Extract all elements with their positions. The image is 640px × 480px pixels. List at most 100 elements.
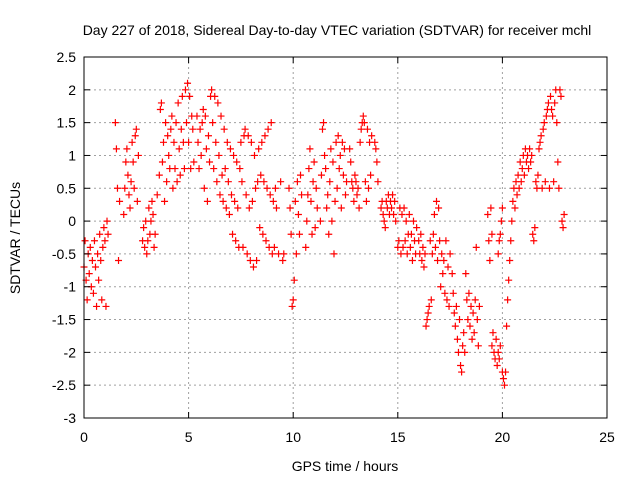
data-point bbox=[451, 322, 459, 330]
data-point bbox=[472, 243, 480, 251]
x-tick-label: 5 bbox=[185, 429, 193, 445]
data-point bbox=[266, 191, 274, 199]
data-point bbox=[245, 204, 253, 212]
data-point bbox=[515, 184, 523, 192]
data-point bbox=[539, 125, 547, 133]
data-point bbox=[145, 204, 153, 212]
data-point bbox=[132, 125, 140, 133]
data-point bbox=[175, 145, 183, 153]
data-point bbox=[421, 250, 429, 258]
x-tick-label: 20 bbox=[495, 429, 511, 445]
data-point bbox=[454, 348, 462, 356]
data-point bbox=[330, 250, 338, 258]
data-point bbox=[448, 270, 456, 278]
data-point bbox=[504, 296, 512, 304]
data-point bbox=[425, 302, 433, 310]
data-point bbox=[197, 151, 205, 159]
data-point bbox=[88, 256, 96, 264]
data-point bbox=[202, 145, 210, 153]
data-point bbox=[528, 151, 536, 159]
data-point bbox=[471, 296, 479, 304]
data-point bbox=[456, 316, 464, 324]
data-point bbox=[550, 178, 558, 186]
data-point bbox=[544, 99, 552, 107]
data-point bbox=[559, 224, 567, 232]
data-point bbox=[537, 132, 545, 140]
data-point bbox=[220, 125, 228, 133]
data-point bbox=[516, 158, 524, 166]
data-point bbox=[149, 211, 157, 219]
data-point bbox=[426, 237, 434, 245]
data-point bbox=[199, 106, 207, 114]
data-point bbox=[418, 256, 426, 264]
data-point bbox=[317, 171, 325, 179]
data-point bbox=[398, 211, 406, 219]
data-point bbox=[194, 138, 202, 146]
data-point bbox=[103, 217, 111, 225]
data-point bbox=[185, 138, 193, 146]
data-point bbox=[360, 119, 368, 127]
data-point bbox=[94, 250, 102, 258]
data-point bbox=[189, 125, 197, 133]
data-point bbox=[551, 99, 559, 107]
x-tick-label: 15 bbox=[390, 429, 406, 445]
data-point bbox=[355, 204, 363, 212]
data-point bbox=[496, 342, 504, 350]
data-point bbox=[126, 204, 134, 212]
data-point bbox=[424, 309, 432, 317]
data-point bbox=[549, 112, 557, 120]
data-point bbox=[260, 178, 268, 186]
data-point bbox=[402, 217, 410, 225]
data-point bbox=[520, 171, 528, 179]
data-point bbox=[513, 191, 521, 199]
data-point bbox=[104, 230, 112, 238]
data-point bbox=[334, 132, 342, 140]
data-point bbox=[224, 178, 232, 186]
data-point bbox=[329, 158, 337, 166]
data-point bbox=[353, 191, 361, 199]
data-point bbox=[156, 106, 164, 114]
data-point bbox=[168, 112, 176, 120]
data-point bbox=[208, 86, 216, 94]
data-point bbox=[474, 342, 482, 350]
data-point bbox=[279, 256, 287, 264]
chart-title: Day 227 of 2018, Sidereal Day-to-day VTE… bbox=[83, 22, 592, 38]
data-point bbox=[230, 151, 238, 159]
data-point bbox=[99, 243, 107, 251]
data-point bbox=[116, 197, 124, 205]
data-point bbox=[170, 138, 178, 146]
data-point bbox=[541, 178, 549, 186]
data-point bbox=[264, 125, 272, 133]
data-point bbox=[269, 197, 277, 205]
data-point bbox=[494, 348, 502, 356]
y-tick-label: 0.5 bbox=[57, 180, 77, 196]
data-point bbox=[545, 184, 553, 192]
data-points bbox=[80, 79, 568, 389]
data-point bbox=[400, 204, 408, 212]
data-point bbox=[89, 289, 97, 297]
data-point bbox=[405, 211, 413, 219]
data-point bbox=[529, 230, 537, 238]
data-point bbox=[252, 184, 260, 192]
data-point bbox=[371, 138, 379, 146]
data-point bbox=[560, 211, 568, 219]
data-point bbox=[436, 237, 444, 245]
data-point bbox=[215, 151, 223, 159]
data-point bbox=[423, 316, 431, 324]
data-point bbox=[292, 250, 300, 258]
data-point bbox=[298, 191, 306, 199]
data-point bbox=[171, 165, 179, 173]
data-point bbox=[531, 224, 539, 232]
data-point bbox=[216, 191, 224, 199]
data-point bbox=[111, 119, 119, 127]
data-point bbox=[262, 237, 270, 245]
data-point bbox=[367, 171, 375, 179]
data-point bbox=[460, 329, 468, 337]
data-point bbox=[557, 92, 565, 100]
data-point bbox=[318, 125, 326, 133]
data-point bbox=[96, 230, 104, 238]
data-point bbox=[297, 171, 305, 179]
data-point bbox=[127, 178, 135, 186]
data-point bbox=[304, 191, 312, 199]
data-point bbox=[486, 256, 494, 264]
